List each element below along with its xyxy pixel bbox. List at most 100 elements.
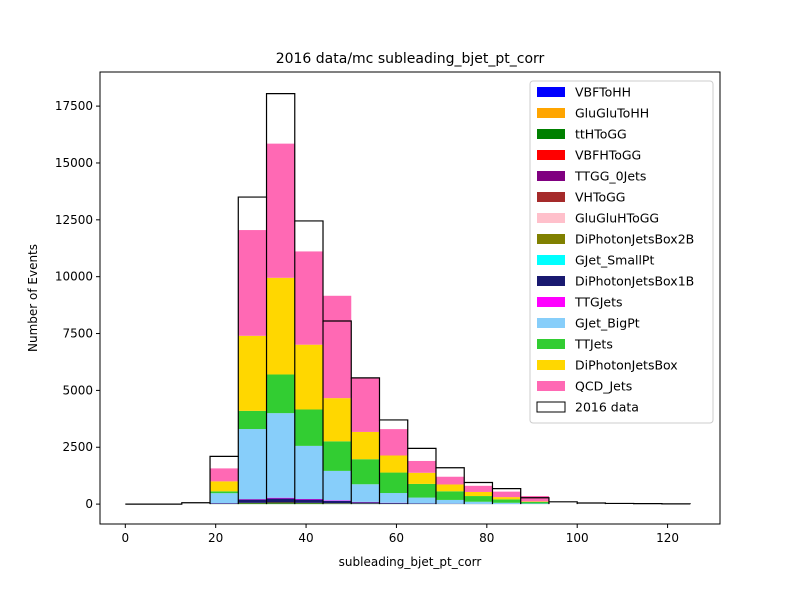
series-ttHToGG [210,503,493,505]
chart-title: 2016 data/mc subleading_bjet_pt_corr [276,51,545,67]
bar-DiPhotonJetsBox-11 [435,484,465,492]
data-histogram [125,93,691,505]
legend-swatch-TTGG_0Jets [537,171,565,181]
bar-TTJets-5 [266,374,295,414]
legend-swatch-VHToGG [537,192,565,202]
bar-QCD_Jets-9 [379,429,408,456]
bar-GJet_BigPt-13 [492,502,521,505]
legend-label-VBFHToGG: VBFHToGG [575,148,641,163]
legend-label-VHToGG: VHToGG [575,190,625,205]
bar-TTJets-9 [379,472,408,494]
legend-swatch-DiPhotonJetsBox2B [537,234,565,244]
bar-GJet_BigPt-14 [520,503,549,505]
legend-swatch-2016 data [536,401,566,413]
bar-QCD_Jets-12 [464,485,493,492]
x-tick-label-5: 100 [566,531,589,545]
legend-swatch-QCD_Jets [537,381,565,391]
bar-GJet_BigPt-6 [294,445,324,499]
series-TTGJets [210,497,521,505]
bar-GJet_BigPt-5 [266,413,295,498]
bar-TTGJets-5 [266,497,295,499]
legend-label-TTGG_0Jets: TTGG_0Jets [574,169,646,184]
bar-DiPhotonJetsBox-5 [266,277,295,375]
bar-TTJets-10 [407,483,436,498]
bar-DiPhotonJetsBox1B-8 [351,502,380,504]
bar-QCD_Jets-14 [520,496,549,502]
bar-TTJets-6 [294,409,324,446]
x-axis: 0 20 40 60 80 100 120 [121,524,679,545]
bar-QCD_Jets-10 [407,460,436,473]
bar-TTJets-3 [210,491,239,494]
legend-label-2016 data: 2016 data [575,400,639,415]
bar-DiPhotonJetsBox1B-7 [323,500,352,504]
bar-DiPhotonJetsBox1B-5 [266,498,295,503]
bar-QCD_Jets-4 [238,230,267,336]
bar-DiPhotonJetsBox-3 [210,481,239,492]
legend-swatch-TTJets [537,339,565,349]
legend-label-GJet_BigPt: GJet_BigPt [575,316,640,331]
bar-DiPhotonJetsBox1B-9 [379,503,408,504]
legend-label-GluGluHToGG: GluGluHToGG [575,211,659,226]
bar-DiPhotonJetsBox1B-6 [294,499,324,503]
bar-GJet_BigPt-7 [323,470,352,501]
plot-frame [99,71,721,525]
legend-swatch-ttHToGG [537,129,565,139]
series-QCD_Jets [210,143,549,502]
y-tick-label-4: 10000 [55,270,93,284]
y-tick-label-5: 12500 [55,213,93,227]
x-tick-label-6: 120 [656,531,679,545]
data-step-line [125,93,691,505]
legend-swatch-GluGluHToGG [537,213,565,223]
bar-DiPhotonJetsBox1B-3 [210,503,239,504]
legend-label-GJet_SmallPt: GJet_SmallPt [575,253,654,268]
legend-swatch-TTGJets [537,297,565,307]
bar-QCD_Jets-7 [323,295,352,399]
y-tick-label-7: 17500 [55,99,93,113]
legend-swatch-GluGluToHH [537,108,565,118]
legend-label-DiPhotonJetsBox2B: DiPhotonJetsBox2B [575,232,694,247]
bar-GJet_BigPt-12 [464,501,493,504]
series-DiPhotonJetsBox2B [238,502,493,505]
bar-DiPhotonJetsBox2B-5 [266,502,295,504]
legend-label-GluGluToHH: GluGluToHH [575,106,649,121]
x-tick-label-1: 20 [208,531,223,545]
legend-swatch-GJet_SmallPt [537,255,565,265]
x-axis-label: subleading_bjet_pt_corr [339,555,482,569]
legend-swatch-DiPhotonJetsBox1B [537,276,565,286]
x-tick-label-3: 60 [389,531,404,545]
bar-TTJets-8 [351,459,380,485]
legend-swatch-DiPhotonJetsBox [537,360,565,370]
y-axis-label: Number of Events [26,244,40,352]
bar-QCD_Jets-8 [351,377,380,432]
y-tick-label-2: 5000 [62,383,93,397]
bar-QCD_Jets-6 [294,251,324,345]
series-TTGG_0Jets [238,503,465,505]
legend-label-ttHToGG: ttHToGG [575,127,627,142]
bar-DiPhotonJetsBox-4 [238,335,267,411]
bar-GJet_BigPt-10 [407,497,436,504]
bar-QCD_Jets-13 [492,491,521,498]
mc-stack [210,143,549,505]
bar-TTJets-11 [435,491,465,500]
bar-QCD_Jets-5 [266,143,295,278]
x-tick-label-4: 80 [479,531,494,545]
legend-swatch-VBFToHH [537,87,565,97]
legend-label-TTJets: TTJets [574,337,613,352]
bar-DiPhotonJetsBox-6 [294,344,324,410]
legend-swatch-GJet_BigPt [537,318,565,328]
series-DiPhotonJetsBox [210,277,549,502]
bar-TTGJets-6 [294,498,324,500]
x-tick-label-0: 0 [121,531,129,545]
legend-label-QCD_Jets: QCD_Jets [575,379,632,394]
bar-TTJets-14 [520,501,549,504]
bar-TTJets-12 [464,496,493,502]
x-tick-label-2: 40 [298,531,313,545]
legend-label-DiPhotonJetsBox: DiPhotonJetsBox [575,358,678,373]
legend: VBFToHH GluGluToHH ttHToGG VBFHToGG TTGG_0Je… [529,80,714,424]
y-tick-label-1: 2500 [62,440,93,454]
y-tick-label-6: 15000 [55,156,93,170]
y-tick-label-3: 7500 [62,327,93,341]
bar-ttHToGG-6 [294,503,324,505]
legend-label-DiPhotonJetsBox1B: DiPhotonJetsBox1B [575,274,694,289]
series-GJet_BigPt [210,413,549,505]
